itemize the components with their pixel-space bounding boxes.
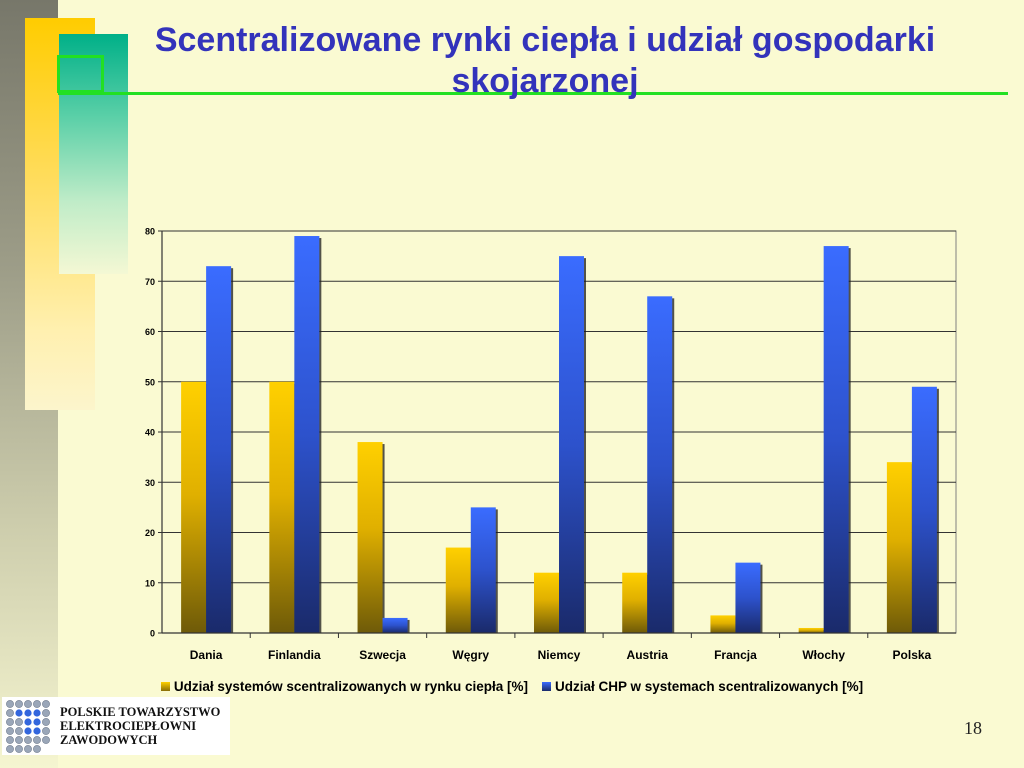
bar-series-2 bbox=[206, 266, 232, 633]
legend-label-series-1: Udział systemów scentralizowanych w rynk… bbox=[173, 679, 528, 694]
bar-series-1 bbox=[534, 572, 559, 633]
bar-series-1 bbox=[181, 381, 207, 633]
x-tick-label: Węgry bbox=[452, 648, 489, 662]
page-number: 18 bbox=[964, 718, 982, 738]
bar-series-1 bbox=[622, 572, 648, 633]
x-tick-label: Francja bbox=[714, 648, 757, 662]
x-tick-label: Austria bbox=[627, 648, 669, 662]
bar-series-2 bbox=[294, 236, 320, 633]
legend-swatch-blue bbox=[542, 682, 551, 691]
dot-grid-logo-icon bbox=[6, 700, 50, 753]
bar-series-1 bbox=[269, 381, 295, 633]
bar-series-1 bbox=[445, 547, 471, 633]
logo-line-1: POLSKIE TOWARZYSTWO bbox=[60, 705, 221, 719]
y-tick-label: 40 bbox=[145, 428, 155, 438]
bar-series-2 bbox=[735, 562, 761, 633]
chart-legend: Udział systemów scentralizowanych w rynk… bbox=[0, 679, 1024, 694]
x-tick-label: Finlandia bbox=[268, 648, 321, 662]
slide-title: Scentralizowane rynki ciepła i udział go… bbox=[154, 21, 936, 100]
legend-entry-series-1: Udział systemów scentralizowanych w rynk… bbox=[160, 679, 528, 694]
bar-series-1 bbox=[710, 615, 736, 633]
company-logo: POLSKIE TOWARZYSTWO ELEKTROCIEPŁOWNI ZAW… bbox=[2, 697, 230, 755]
bar-series-1 bbox=[357, 442, 383, 633]
bar-series-2 bbox=[470, 507, 496, 633]
y-tick-label: 0 bbox=[150, 629, 155, 639]
logo-text: POLSKIE TOWARZYSTWO ELEKTROCIEPŁOWNI ZAW… bbox=[60, 705, 220, 747]
bar-series-2 bbox=[382, 617, 408, 633]
logo-line-2: ELEKTROCIEPŁOWNI bbox=[60, 719, 197, 733]
decor-green-square bbox=[57, 55, 104, 93]
y-tick-label: 30 bbox=[145, 478, 155, 488]
bar-series-2 bbox=[647, 296, 673, 633]
legend-swatch-yellow bbox=[160, 682, 170, 691]
logo-line-3: ZAWODOWYCH bbox=[60, 733, 158, 747]
bar-series-2 bbox=[559, 256, 584, 633]
legend-label-series-2: Udział CHP w systemach scentralizowanych… bbox=[555, 679, 864, 694]
decor-green-line bbox=[58, 92, 1008, 95]
y-tick-label: 60 bbox=[145, 327, 155, 337]
x-tick-label: Polska bbox=[893, 648, 932, 662]
y-tick-label: 80 bbox=[145, 227, 155, 237]
x-tick-label: Włochy bbox=[802, 648, 845, 662]
bar-series-1 bbox=[798, 627, 824, 633]
legend-entry-series-2: Udział CHP w systemach scentralizowanych… bbox=[542, 679, 863, 694]
y-tick-label: 50 bbox=[145, 377, 155, 387]
y-tick-label: 20 bbox=[145, 528, 155, 538]
bar-series-2 bbox=[823, 246, 849, 633]
decor-teal-bar bbox=[59, 34, 128, 274]
bar-series-2 bbox=[911, 386, 937, 633]
x-tick-label: Dania bbox=[190, 648, 223, 662]
bar-series-1 bbox=[886, 462, 912, 633]
y-tick-label: 10 bbox=[145, 578, 155, 588]
x-tick-label: Szwecja bbox=[359, 648, 406, 662]
x-tick-label: Niemcy bbox=[538, 648, 581, 662]
y-tick-label: 70 bbox=[145, 277, 155, 287]
